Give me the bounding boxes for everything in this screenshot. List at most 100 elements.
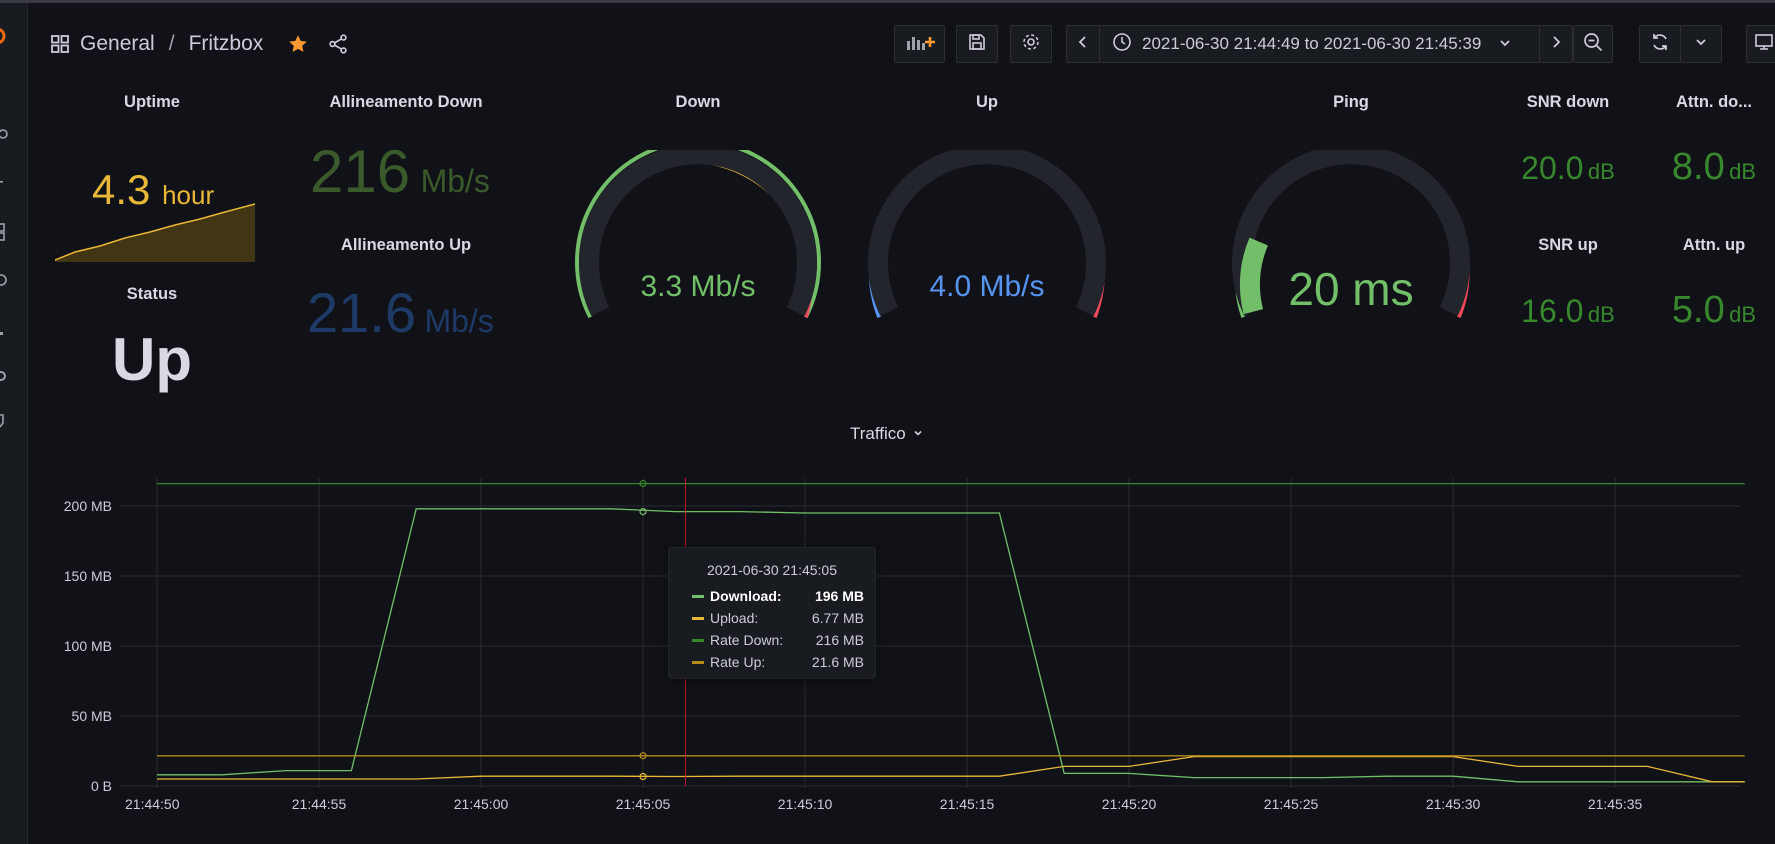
attn-down-number: 8.0 <box>1671 146 1725 188</box>
sidebar <box>0 3 28 844</box>
align-up-number: 21.6 <box>307 281 416 344</box>
clock-icon <box>1112 32 1132 57</box>
snr-up-title: SNR up <box>1538 236 1598 254</box>
legend-swatch <box>692 660 704 664</box>
attn-down-unit: dB <box>1729 159 1757 184</box>
plus-icon[interactable] <box>0 175 12 189</box>
uptime-sparkline <box>55 203 255 262</box>
down-gauge-title: Down <box>675 93 721 111</box>
status-value: Up <box>112 326 192 393</box>
legend-swatch <box>692 638 704 642</box>
y-tick-label: 150 MB <box>64 568 112 584</box>
add-panel-icon <box>905 32 935 57</box>
hover-point <box>639 480 647 488</box>
add-panel-button[interactable] <box>894 25 945 63</box>
uptime-number: 4.3 <box>92 166 151 213</box>
tooltip-label: Download: <box>710 588 782 604</box>
explore-icon[interactable] <box>0 273 12 287</box>
up-gauge-title: Up <box>976 93 998 111</box>
zoom-out-button[interactable] <box>1573 25 1613 63</box>
tooltip-value: 216 MB <box>815 632 864 648</box>
ping-gauge-value: 20 ms <box>1288 263 1414 315</box>
chevron-left-icon <box>1077 35 1089 54</box>
breadcrumb-separator: / <box>168 32 175 55</box>
share-icon[interactable] <box>327 33 349 55</box>
time-back-button[interactable] <box>1066 25 1100 63</box>
down-gauge-value: 3.3 Mb/s <box>640 270 756 303</box>
shield-icon[interactable] <box>0 413 12 428</box>
view-mode-button[interactable] <box>1746 25 1775 63</box>
dashboards-icon[interactable] <box>0 223 12 241</box>
gear-icon[interactable] <box>0 369 12 383</box>
series-line <box>157 508 1745 783</box>
up-gauge-value: 4.0 Mb/s <box>929 270 1045 303</box>
up-gauge <box>868 150 1106 318</box>
tooltip-value: 6.77 MB <box>811 610 864 626</box>
snr-up-value: 16.0 dB <box>1508 293 1628 330</box>
zoom-out-icon <box>1583 32 1603 57</box>
breadcrumb: General / Fritzbox <box>50 29 349 59</box>
tooltip-row-download: Download: 196 MB <box>692 587 864 605</box>
snr-down-number: 20.0 <box>1521 150 1584 186</box>
attn-down-title: Attn. do... <box>1675 93 1753 111</box>
tooltip-label: Upload: <box>710 610 759 626</box>
dashboard-settings-button[interactable] <box>1010 25 1052 63</box>
status-title: Status <box>126 285 178 303</box>
monitor-icon <box>1754 33 1774 56</box>
tooltip-value: 21.6 MB <box>811 654 864 670</box>
settings-icon <box>1021 32 1041 57</box>
time-range-label: 2021-06-30 21:44:49 to 2021-06-30 21:45:… <box>1142 34 1482 53</box>
tooltip-time: 2021-06-30 21:45:05 <box>707 562 837 578</box>
snr-down-unit: dB <box>1587 159 1615 184</box>
attn-up-number: 5.0 <box>1671 289 1725 331</box>
x-tick-label: 21:45:35 <box>1588 796 1643 812</box>
traffic-panel-menu[interactable]: Traffico <box>850 424 924 444</box>
snr-down-value: 20.0 dB <box>1508 150 1628 187</box>
legend-swatch <box>692 594 704 598</box>
star-icon[interactable] <box>287 33 309 55</box>
x-tick-label: 21:45:20 <box>1102 796 1157 812</box>
x-tick-label: 21:45:15 <box>940 796 995 812</box>
time-forward-button[interactable] <box>1539 25 1573 63</box>
tooltip-row-rate-up: Rate Up: 21.6 MB <box>692 653 864 671</box>
attn-down-value: 8.0 dB <box>1660 146 1768 189</box>
x-tick-label: 21:45:25 <box>1264 796 1319 812</box>
attn-up-value: 5.0 dB <box>1660 289 1768 332</box>
traffic-chart[interactable]: 0 B 50 MB 100 MB 150 MB 200 MB 21:44:50 21:44:… <box>0 470 1775 844</box>
snr-up-number: 16.0 <box>1521 293 1584 329</box>
align-down-unit: Mb/s <box>420 163 490 199</box>
align-up-title: Allineamento Up <box>340 236 472 254</box>
search-icon[interactable] <box>0 128 12 142</box>
x-tick-label: 21:45:05 <box>616 796 671 812</box>
breadcrumb-dashboard[interactable]: Fritzbox <box>188 32 264 55</box>
alerting-icon[interactable] <box>0 323 12 337</box>
hover-point <box>639 752 647 760</box>
refresh-interval-dropdown[interactable] <box>1680 25 1722 63</box>
x-tick-label: 21:44:50 <box>125 796 180 812</box>
grafana-logo-icon[interactable] <box>0 25 8 52</box>
tooltip-row-upload: Upload: 6.77 MB <box>692 609 864 627</box>
attn-up-unit: dB <box>1729 302 1757 327</box>
time-range-picker[interactable]: 2021-06-30 21:44:49 to 2021-06-30 21:45:… <box>1099 25 1540 63</box>
chart-tooltip: 2021-06-30 21:45:05 Download: 196 MB Upl… <box>668 547 876 679</box>
x-tick-label: 21:45:30 <box>1426 796 1481 812</box>
attn-up-title: Attn. up <box>1682 236 1746 254</box>
tooltip-label: Rate Up: <box>710 654 766 670</box>
breadcrumb-folder[interactable]: General <box>80 32 155 55</box>
y-tick-label: 100 MB <box>64 638 112 654</box>
y-tick-label: 0 B <box>91 778 112 794</box>
chevron-down-icon <box>1695 35 1707 53</box>
uptime-title: Uptime <box>124 93 180 111</box>
align-down-title: Allineamento Down <box>329 93 483 111</box>
ping-gauge <box>1232 150 1470 318</box>
refresh-button[interactable] <box>1639 25 1681 63</box>
save-dashboard-button[interactable] <box>956 25 998 63</box>
y-tick-label: 50 MB <box>72 708 112 724</box>
series-line <box>157 755 1745 783</box>
down-gauge <box>575 150 821 319</box>
uptime-unit: hour <box>162 180 215 210</box>
hover-point <box>639 507 647 516</box>
tooltip-value: 196 MB <box>814 588 864 604</box>
x-tick-label: 21:44:55 <box>292 796 347 812</box>
chevron-down-icon <box>1499 34 1511 54</box>
